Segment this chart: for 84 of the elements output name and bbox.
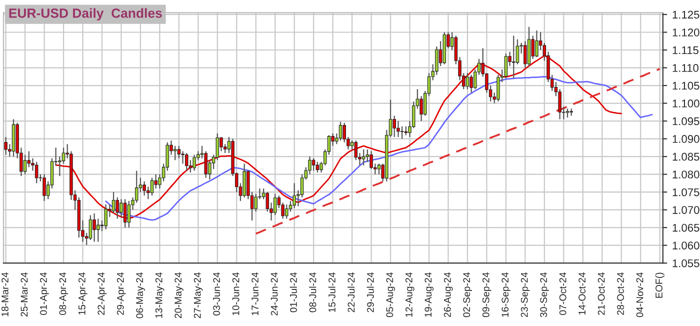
candlestick <box>535 30 538 58</box>
x-tick-label: 25-Mar-24 <box>20 272 28 316</box>
y-tick-label: 1.110 <box>672 64 698 72</box>
candlestick <box>23 154 27 175</box>
y-tick-label: 1.100 <box>672 100 700 108</box>
candlestick <box>127 200 131 228</box>
x-tick-label: 22-Jul-24 <box>348 272 355 312</box>
x-tick-label: 12-Aug-24 <box>405 272 414 317</box>
x-tick-label: 06-May-24 <box>136 272 145 318</box>
chart-title: EUR-USD Daily Candles <box>9 8 162 20</box>
y-tick-label: 1.115 <box>672 46 698 54</box>
x-tick-label: 01-Jul-24 <box>290 272 297 312</box>
x-tick-label: 29-Apr-24 <box>116 272 126 315</box>
candlestick <box>96 218 100 242</box>
x-tick-label: 27-May-24 <box>194 272 203 318</box>
x-tick-label: 14-Oct-24 <box>578 272 586 315</box>
x-tick-label: 17-Jun-24 <box>252 272 258 316</box>
x-tick-label: 24-Jun-24 <box>270 272 278 316</box>
x-tick-label: 10-Jun-24 <box>232 272 240 316</box>
candlestick <box>316 161 320 174</box>
candlestick <box>27 150 31 168</box>
candlestick <box>112 192 116 214</box>
candlestick <box>292 182 296 209</box>
candlestick <box>173 145 177 161</box>
candlestick <box>392 115 396 138</box>
y-tick-label: 1.065 <box>672 224 700 232</box>
candlestick <box>62 147 66 164</box>
candlestick <box>312 158 316 172</box>
candlestick <box>104 204 108 230</box>
x-tick-label: 03-Jun-24 <box>213 272 220 316</box>
y-tick-label: 1.070 <box>672 206 700 214</box>
x-tick-label: 04-Nov-24 <box>636 272 644 318</box>
y-tick-label: 1.125 <box>672 10 700 19</box>
y-tick-label: 1.105 <box>672 82 700 90</box>
x-tick-label: 23-Sep-24 <box>520 272 530 318</box>
y-tick-label: 1.075 <box>672 188 700 196</box>
candlestick <box>362 148 366 166</box>
candlestick <box>192 154 196 172</box>
x-tick-label: 20-May-24 <box>174 272 184 318</box>
x-tick-label: 15-Jul-24 <box>328 272 336 312</box>
candlestick <box>88 214 92 241</box>
y-tick-label: 1.060 <box>672 242 700 250</box>
y-tick-label: 1.055 <box>672 259 700 268</box>
x-tick-label: 05-Aug-24 <box>386 272 396 318</box>
x-tick-label: 21-Oct-24 <box>598 272 605 315</box>
candlestick <box>92 212 96 242</box>
x-tick-label: 26-Aug-24 <box>444 272 453 318</box>
candlestick <box>516 38 520 65</box>
candlestick <box>285 204 288 220</box>
x-tick-label: 29-Jul-24 <box>366 272 374 312</box>
x-tick-label: 09-Sep-24 <box>482 272 492 318</box>
y-tick-label: 1.085 <box>672 152 700 161</box>
x-tick-label: 01-Apr-24 <box>40 272 49 315</box>
line-series <box>254 68 661 235</box>
x-tick-label: 08-Apr-24 <box>59 272 68 315</box>
x-tick-label: 19-Aug-24 <box>424 272 434 317</box>
y-tick-label: 1.120 <box>672 28 700 36</box>
x-tick-label: 07-Oct-24 <box>559 272 566 315</box>
candlestick <box>466 72 470 90</box>
candlestick <box>470 74 473 94</box>
x-tick-label: 08-Jul-24 <box>309 272 316 312</box>
x-tick-label: 15-Apr-24 <box>78 272 88 315</box>
y-tick-label: 1.090 <box>672 135 700 143</box>
x-tick-label: 30-Sep-24 <box>540 272 549 318</box>
candlestick <box>154 174 158 190</box>
candlestick <box>150 177 154 196</box>
candlestick <box>42 174 46 202</box>
x-tick-label: 18-Mar-24 <box>2 272 8 316</box>
x-tick-label: 16-Sep-24 <box>502 272 510 317</box>
candlestick <box>4 136 8 156</box>
x-tick-label: 22-Apr-24 <box>98 272 107 315</box>
x-tick-label: EOF() <box>655 272 664 298</box>
candlestick <box>377 163 381 175</box>
candlestick <box>184 152 188 172</box>
y-tick-label: 1.080 <box>672 170 700 178</box>
y-tick-label: 1.095 <box>672 117 700 126</box>
candlestick <box>142 180 146 196</box>
x-tick-label: 02-Sep-24 <box>463 272 472 318</box>
x-tick-label: 13-May-24 <box>155 272 164 318</box>
candlestick <box>300 174 304 198</box>
candlestick <box>504 53 508 79</box>
candlestick <box>34 161 38 184</box>
candlestick <box>338 121 342 142</box>
x-tick-label: 28-Oct-24 <box>617 272 624 315</box>
